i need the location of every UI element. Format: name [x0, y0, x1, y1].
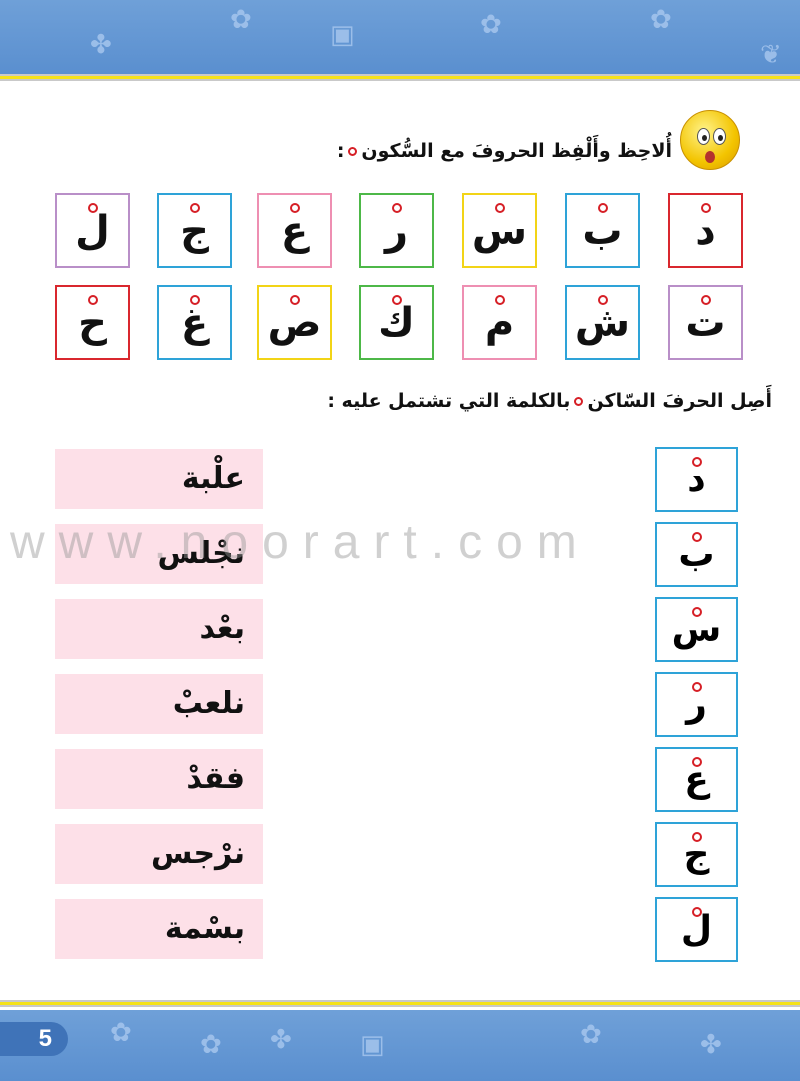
sukun-mark — [691, 907, 702, 917]
match-word[interactable]: فقدْ — [55, 749, 263, 809]
letter-card: غ — [157, 285, 232, 360]
letter: ش — [574, 299, 631, 346]
cube-icon: ▣ — [330, 20, 355, 50]
instruction-text: أَصِل الحرفَ السّاكن — [587, 390, 772, 412]
letter: ص — [267, 299, 322, 346]
sukun-mark — [597, 203, 608, 213]
pinwheel-icon: ✤ — [90, 30, 112, 60]
match-word[interactable]: بسْمة — [55, 899, 263, 959]
footer-decoration-band: ✿ ✿ ✤ ▣ ✿ ✤ — [0, 1010, 800, 1081]
letter-card: ك — [359, 285, 434, 360]
sukun-mark — [700, 295, 711, 305]
letter: ع — [280, 207, 309, 254]
letter-card: ت — [668, 285, 743, 360]
letter: ر — [384, 207, 409, 254]
instruction-match: أَصِل الحرفَ السّاكن بالكلمة التي تشتمل ع… — [327, 390, 772, 412]
letter-card: ب — [565, 193, 640, 268]
sukun-symbol — [348, 147, 358, 156]
letter: د — [687, 459, 706, 500]
match-letter-box[interactable]: ب — [655, 522, 738, 587]
sukun-mark — [691, 757, 702, 767]
letter-card: ر — [359, 193, 434, 268]
header-decoration-band: ✤ ✿ ▣ ✿ ✿ ❦ — [0, 0, 800, 74]
letter-card: س — [462, 193, 537, 268]
page-number: 5 — [0, 1022, 68, 1056]
letter: ح — [78, 299, 107, 346]
match-word[interactable]: علْبة — [55, 449, 263, 509]
match-letter-box[interactable]: د — [655, 447, 738, 512]
sukun-mark — [87, 203, 98, 213]
sukun-mark — [289, 295, 300, 305]
letter: ك — [378, 299, 415, 346]
sukun-mark — [691, 682, 702, 692]
sukun-mark — [189, 295, 200, 305]
flower-icon: ✿ — [230, 5, 252, 35]
match-letter-box[interactable]: ل — [655, 897, 738, 962]
sukun-mark — [189, 203, 200, 213]
sukun-mark — [87, 295, 98, 305]
sukun-mark — [391, 295, 402, 305]
letter-card: ج — [157, 193, 232, 268]
flower-icon: ✿ — [580, 1020, 602, 1050]
letter-card: م — [462, 285, 537, 360]
letter: ل — [75, 207, 110, 254]
match-letter-box[interactable]: ع — [655, 747, 738, 812]
header-stripe — [0, 74, 800, 81]
sukun-mark — [691, 532, 702, 542]
match-word[interactable]: نلعبْ — [55, 674, 263, 734]
letter: غ — [180, 299, 209, 346]
sukun-mark — [597, 295, 608, 305]
letter: ب — [582, 207, 623, 254]
leaf-icon: ❦ — [760, 40, 782, 70]
sukun-mark — [494, 295, 505, 305]
sukun-mark — [691, 832, 702, 842]
letter-card: ح — [55, 285, 130, 360]
letter: س — [471, 207, 528, 254]
letter: ت — [685, 299, 726, 346]
letter: م — [484, 299, 515, 346]
match-word[interactable]: بعْد — [55, 599, 263, 659]
instruction-observe: أُلاحِظ وأَلْفِظ الحروفَ مع السُّكون: — [337, 140, 672, 162]
colon: : — [336, 140, 345, 162]
sukun-mark — [289, 203, 300, 213]
letter: د — [695, 207, 716, 254]
letter-card: ع — [257, 193, 332, 268]
letter: ج — [180, 207, 209, 254]
letter-card: ص — [257, 285, 332, 360]
match-word[interactable]: نرْجس — [55, 824, 263, 884]
letter-card: ش — [565, 285, 640, 360]
surprised-smiley-icon — [680, 110, 740, 170]
sukun-symbol — [574, 397, 584, 406]
instruction-text: أُلاحِظ وأَلْفِظ الحروفَ مع السُّكون — [361, 140, 672, 162]
flower-icon: ✿ — [650, 5, 672, 35]
match-letter-box[interactable]: ج — [655, 822, 738, 887]
sukun-mark — [691, 457, 702, 467]
match-letter-box[interactable]: ر — [655, 672, 738, 737]
pinwheel-icon: ✤ — [700, 1030, 722, 1060]
footer-stripe — [0, 1000, 800, 1007]
flower-icon: ✿ — [110, 1018, 132, 1048]
watermark: www.noorart.com — [10, 516, 591, 569]
sukun-mark — [494, 203, 505, 213]
sukun-mark — [391, 203, 402, 213]
match-word[interactable]: نجْلس — [55, 524, 263, 584]
letter: ر — [686, 684, 707, 725]
flower-icon: ✿ — [200, 1030, 222, 1060]
letter-card: د — [668, 193, 743, 268]
pinwheel-icon: ✤ — [270, 1025, 292, 1055]
flower-icon: ✿ — [480, 10, 502, 40]
letter-card: ل — [55, 193, 130, 268]
sukun-mark — [691, 607, 702, 617]
cube-icon: ▣ — [360, 1030, 385, 1060]
sukun-mark — [700, 203, 711, 213]
instruction-text: بالكلمة التي تشتمل عليه : — [327, 390, 571, 412]
match-letter-box[interactable]: س — [655, 597, 738, 662]
